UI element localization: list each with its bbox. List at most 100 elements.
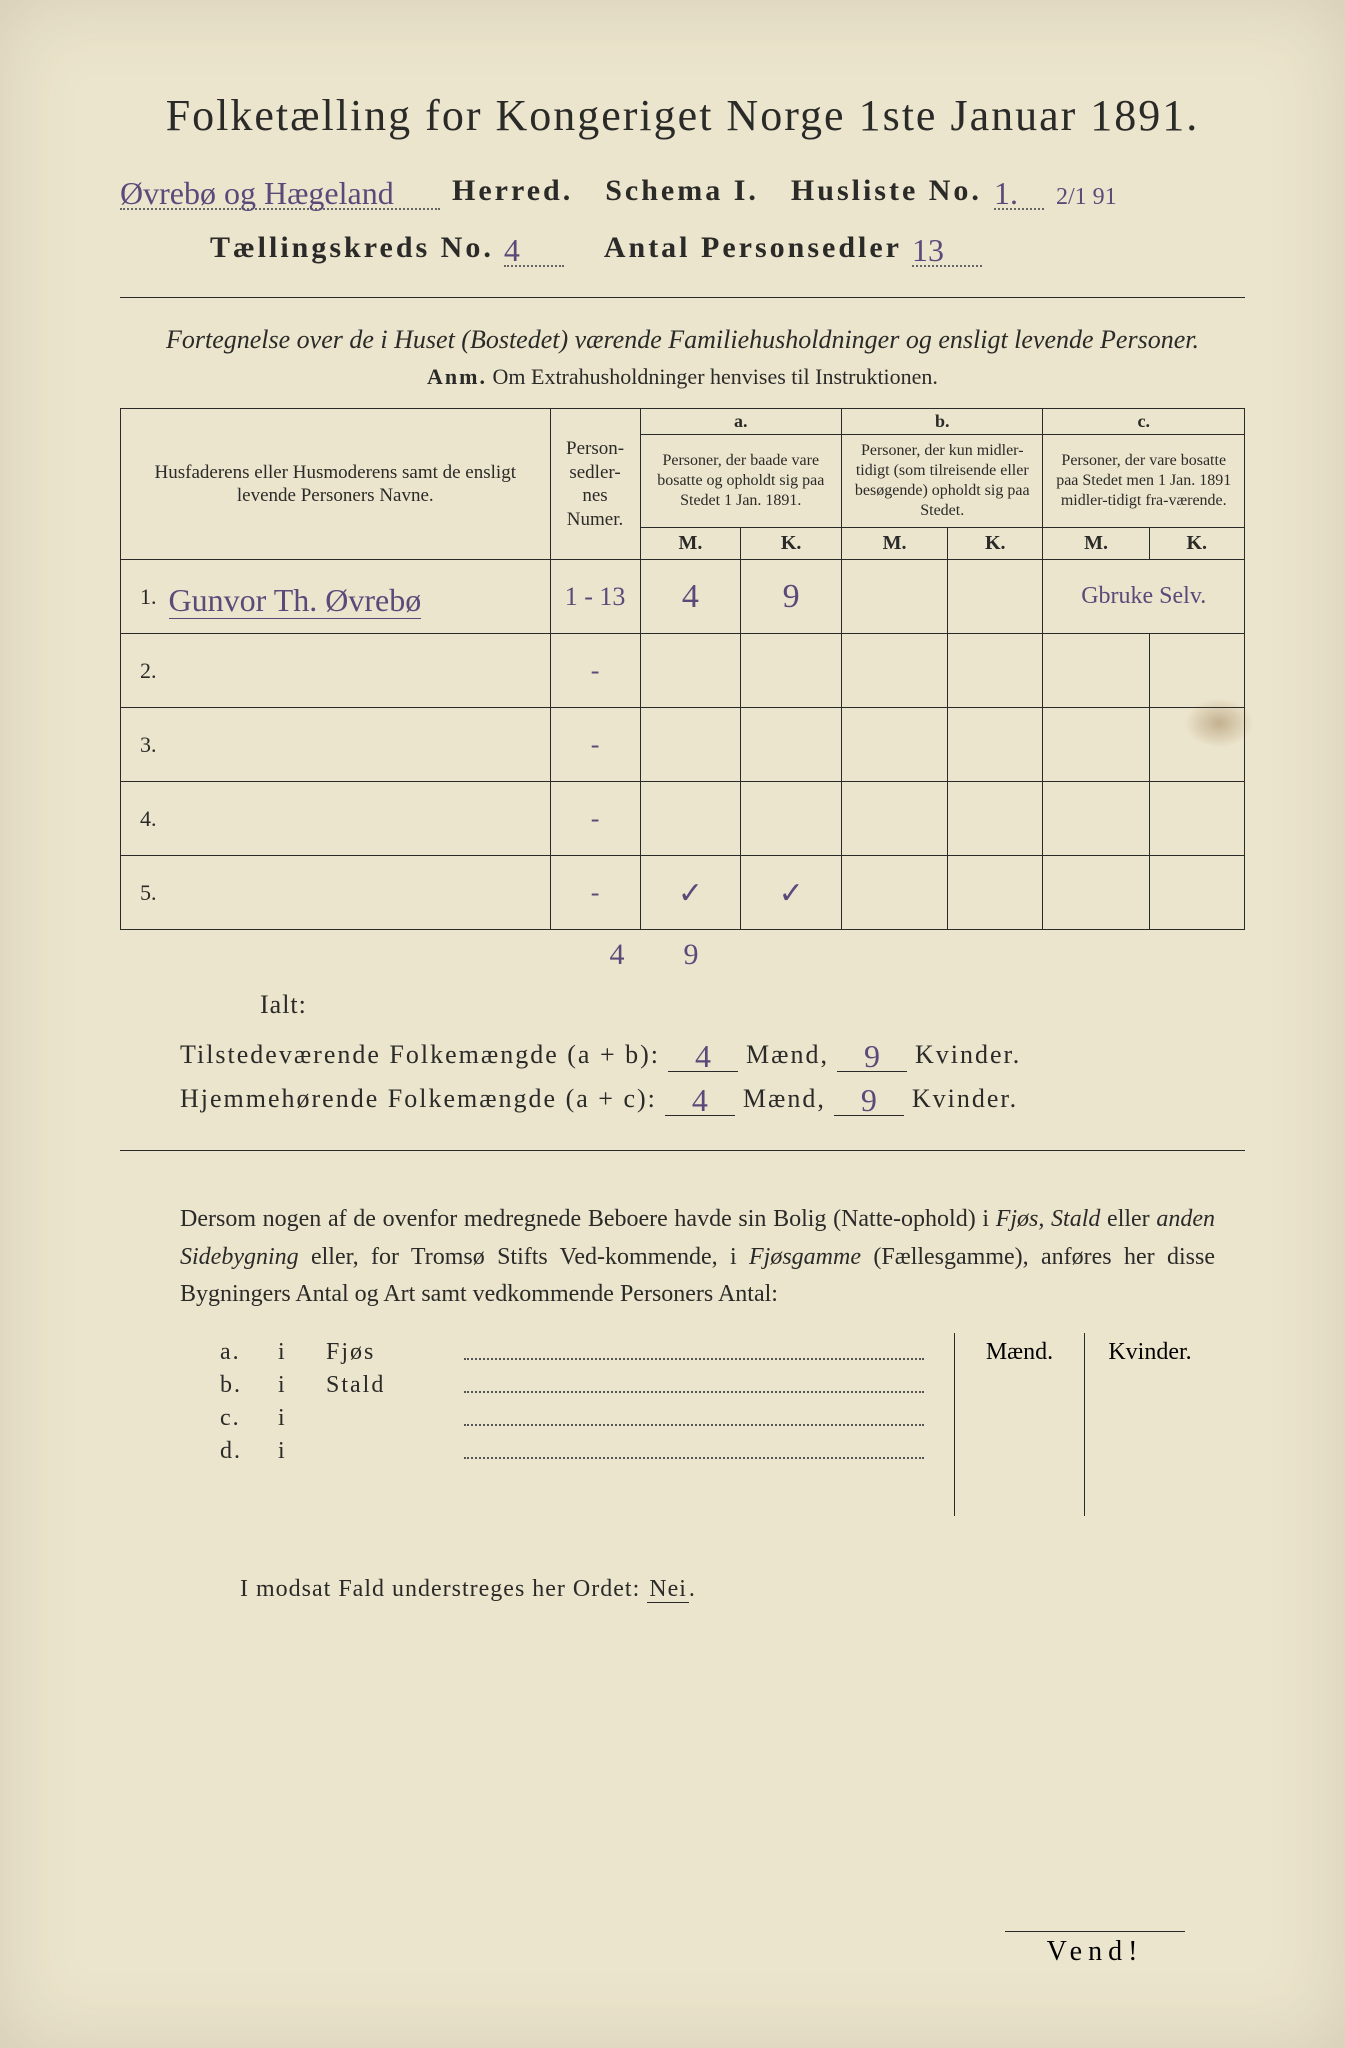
col-c-k: K. (1149, 528, 1244, 560)
col-psno-text: Person- sedler- nes Numer. (566, 438, 624, 530)
sum1-k: 9 (864, 1038, 880, 1074)
col-c-label: c. (1043, 409, 1245, 435)
sum2-k: 9 (861, 1082, 877, 1118)
item-name (326, 1438, 446, 1465)
row-num: 4. (121, 782, 161, 856)
sum-present: Tilstedeværende Folkemængde (a + b): 4 M… (180, 1034, 1245, 1072)
total-ak: 9 (654, 938, 728, 972)
item-label: d. (220, 1438, 260, 1465)
husliste-label: Husliste No. (791, 174, 982, 208)
dotted-line (464, 1333, 924, 1360)
col-b-k: K. (948, 528, 1043, 560)
mk-box: Mænd. Kvinder. (954, 1333, 1215, 1516)
row-ak: 9 (741, 560, 842, 634)
item-name: Fjøs (326, 1339, 446, 1366)
item-label: a. (220, 1339, 260, 1366)
dotted-line (464, 1366, 924, 1393)
dotted-line (464, 1432, 924, 1459)
table-row: 4. - (121, 782, 1245, 856)
schema-label: Schema I. (605, 174, 759, 208)
col-names-text: Husfaderens eller Husmoderens samt de en… (155, 462, 516, 507)
col-b-m: M. (842, 528, 948, 560)
sum2-m: 4 (692, 1082, 708, 1118)
check-icon: ✓ (678, 877, 703, 910)
row-am: 4 (640, 560, 741, 634)
nei-sentence: I modsat Fald understreges her Ordet: Ne… (240, 1576, 1245, 1603)
header-line-2: Øvrebø og Hægeland Herred. Schema I. Hus… (120, 171, 1245, 210)
col-c-m: M. (1043, 528, 1149, 560)
dotted-line (464, 1399, 924, 1426)
sum-resident: Hjemmehørende Folkemængde (a + c): 4 Mæn… (180, 1078, 1245, 1116)
list-item: c. i (220, 1405, 924, 1432)
anm-label: Anm. (427, 364, 487, 389)
row-name (161, 782, 551, 856)
mk-m-col: Mænd. (955, 1333, 1085, 1516)
ialt-label: Ialt: (120, 990, 1245, 1020)
row-bk (948, 560, 1043, 634)
item-name (326, 1405, 446, 1432)
herred-label: Herred. (452, 174, 573, 208)
husliste-extra: 2/1 91 (1056, 184, 1117, 211)
item-label: b. (220, 1372, 260, 1399)
census-table: Husfaderens eller Husmoderens samt de en… (120, 408, 1245, 930)
row-name: Gunvor Th. Øvrebø (169, 582, 422, 619)
col-psno: Person- sedler- nes Numer. (550, 409, 640, 560)
col-b-text: Personer, der kun midler-tidigt (som til… (842, 435, 1043, 528)
side-building-list: a. i Fjøs b. i Stald c. i d. i (220, 1333, 924, 1516)
kreds-value: 4 (504, 232, 520, 268)
herred-value: Øvrebø og Hægeland (120, 175, 394, 211)
row-name (161, 634, 551, 708)
table-row: 3. - (121, 708, 1245, 782)
column-totals: 4 9 (120, 938, 1245, 972)
col-a-m: M. (640, 528, 741, 560)
col-names: Husfaderens eller Husmoderens samt de en… (121, 409, 551, 560)
nei-word: Nei (647, 1576, 689, 1603)
col-b-label: b. (842, 409, 1043, 435)
item-i: i (278, 1405, 308, 1432)
col-a-label: a. (640, 409, 841, 435)
table-row: 5. - ✓ ✓ (121, 856, 1245, 930)
husliste-value: 1. (994, 175, 1018, 211)
row-name (161, 856, 551, 930)
total-am: 4 (580, 938, 654, 972)
antal-label: Antal Personsedler (604, 231, 902, 265)
side-building-paragraph: Dersom nogen af de ovenfor medregnede Be… (180, 1201, 1215, 1313)
nei-pre: I modsat Fald understreges her Ordet: (240, 1576, 647, 1602)
kvinder-label: Kvinder. (915, 1040, 1021, 1070)
row-ps: - (550, 782, 640, 856)
row-bm (842, 560, 948, 634)
item-i: i (278, 1339, 308, 1366)
table-row: 1. Gunvor Th. Øvrebø 1 - 13 4 9 Gbruke S… (121, 560, 1245, 634)
side-building-section: a. i Fjøs b. i Stald c. i d. i (220, 1333, 1215, 1516)
vend-label: Vend! (1005, 1931, 1185, 1968)
row-remarks: Gbruke Selv. (1043, 560, 1245, 634)
col-c-text: Personer, der vare bosatte paa Stedet me… (1043, 435, 1245, 528)
table-row: 2. - (121, 634, 1245, 708)
row-num: 5. (121, 856, 161, 930)
anm-line: Anm. Om Extrahusholdninger henvises til … (120, 364, 1245, 390)
kvinder-label: Kvinder. (912, 1084, 1018, 1114)
row-num: 2. (121, 634, 161, 708)
list-item: d. i (220, 1438, 924, 1465)
header-line-3: Tællingskreds No. 4 Antal Personsedler 1… (120, 228, 1245, 267)
check-icon: ✓ (779, 877, 804, 910)
row-ps: - (550, 856, 640, 930)
row-name (161, 708, 551, 782)
item-i: i (278, 1372, 308, 1399)
maend-label: Mænd, (746, 1040, 829, 1070)
sum2-label: Hjemmehørende Folkemængde (a + c): (180, 1084, 657, 1114)
sum1-label: Tilstedeværende Folkemængde (a + b): (180, 1040, 660, 1070)
kreds-label: Tællingskreds No. (210, 231, 494, 265)
item-label: c. (220, 1405, 260, 1432)
row-ps: - (550, 708, 640, 782)
subtitle: Fortegnelse over de i Huset (Bostedet) v… (120, 322, 1245, 358)
item-i: i (278, 1438, 308, 1465)
row-ps: 1 - 13 (550, 560, 640, 634)
mk-k-col: Kvinder. (1085, 1333, 1215, 1516)
document-page: Folketælling for Kongeriget Norge 1ste J… (0, 0, 1345, 2048)
col-a-k: K. (741, 528, 842, 560)
maend-label: Mænd, (743, 1084, 826, 1114)
row-ps: - (550, 634, 640, 708)
item-name: Stald (326, 1372, 446, 1399)
page-title: Folketælling for Kongeriget Norge 1ste J… (120, 90, 1245, 141)
